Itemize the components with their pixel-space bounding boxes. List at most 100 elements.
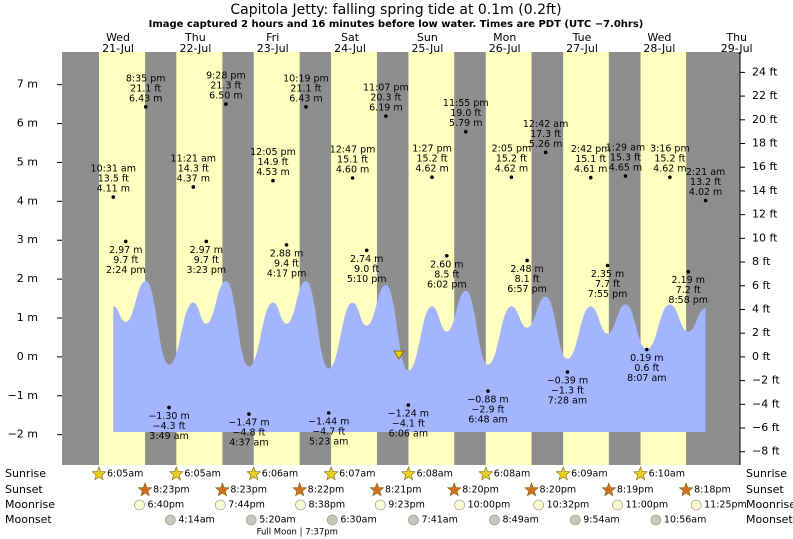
moonrise-time: 11:00pm (625, 500, 668, 511)
tide-ft-label: −4.8 ft (232, 428, 265, 439)
tide-point (364, 248, 369, 253)
sunset-time: 8:19pm (617, 485, 654, 496)
moonset-icon (408, 514, 419, 526)
y2-tick-label: 20 ft (752, 113, 778, 126)
tide-ft-label: 20.3 ft (370, 93, 401, 104)
tide-m-label: 5.79 m (449, 118, 482, 129)
tide-point (686, 269, 691, 274)
tide-ft-label: 8.5 ft (434, 269, 459, 280)
tide-time: 8:07 am (627, 373, 666, 384)
row-label: Sunrise (5, 467, 46, 480)
sunset-icon (678, 482, 694, 497)
day-name: Mon (493, 31, 516, 44)
y2-tick-label: 4 ft (752, 302, 771, 315)
tide-ft-label: 15.1 ft (337, 155, 368, 166)
tide-point (486, 389, 490, 393)
moonrise-time: 6:40pm (148, 500, 185, 511)
tide-point (703, 198, 708, 203)
day-name: Thu (725, 31, 747, 44)
tide-time: 2:05 pm (492, 144, 532, 155)
tide-ft-label: 7.2 ft (676, 285, 701, 296)
sunrise-icon (91, 466, 107, 481)
row-label: Moonrise (5, 498, 55, 511)
moonset-icon (569, 514, 581, 526)
tide-point (623, 174, 628, 178)
y2-tick-label: 0 ft (752, 350, 771, 363)
tide-time: 1:27 pm (412, 144, 452, 155)
tide-ft-label: 9.7 ft (194, 255, 219, 266)
tide-m-label: 4.11 m (97, 184, 130, 195)
tide-m-label: −1.47 m (228, 418, 269, 429)
tide-time: 2:42 pm (571, 144, 611, 155)
tide-ft-label: 21.1 ft (130, 83, 161, 94)
tide-point (565, 370, 570, 374)
tide-time: 5:23 am (309, 436, 348, 447)
day-name: Wed (106, 31, 130, 44)
now-marker (393, 350, 405, 360)
sunrise-icon (633, 466, 649, 481)
tide-time: 9:28 pm (206, 71, 246, 82)
tide-point (284, 243, 289, 247)
moonset-time: 10:56am (664, 515, 706, 526)
sunrise-icon (246, 466, 262, 481)
tide-m-label: 6.43 m (129, 93, 162, 104)
tide-point (543, 150, 548, 155)
moonrise-icon (533, 499, 544, 511)
tide-ft-label: −4.1 ft (392, 419, 425, 430)
row-label: Moonset (746, 513, 793, 526)
tide-point (304, 105, 308, 109)
tide-m-label: 2.35 m (591, 269, 624, 280)
tide-ft-label: 14.9 ft (257, 157, 288, 168)
day-date: 27-Jul (566, 42, 598, 55)
tide-point (430, 175, 434, 180)
moonrise-time: 7:44pm (228, 500, 265, 511)
tide-m-label: −0.88 m (467, 395, 508, 406)
tide-ft-label: 0.6 ft (634, 363, 659, 374)
sunrise-icon (478, 466, 494, 481)
sunset-icon (446, 482, 462, 497)
tide-point (588, 175, 593, 180)
sunrise-time: 6:05am (184, 469, 220, 480)
chart-subtitle: Image captured 2 hours and 16 minutes be… (149, 19, 644, 30)
tide-time: 3:16 pm (650, 144, 690, 155)
sunrise-time: 6:08am (494, 469, 530, 480)
tide-ft-label: 9.4 ft (274, 258, 299, 269)
tide-time: 11:07 pm (363, 83, 409, 94)
moonset-icon (489, 514, 500, 526)
tide-point (645, 347, 649, 352)
tide-ft-label: 21.1 ft (290, 83, 321, 94)
tide-m-label: 4.53 m (256, 167, 289, 178)
y-tick-label: −1 m (8, 389, 38, 402)
y-tick-label: 6 m (17, 117, 38, 130)
moonset-time: 6:30am (340, 515, 376, 526)
tide-point (143, 105, 148, 109)
tide-time: 11:55 pm (443, 98, 489, 109)
moonrise-icon (454, 499, 465, 511)
moon-phase: Full Moon | 7:37pm (257, 528, 338, 538)
tide-m-label: 6.19 m (369, 103, 402, 114)
day-name: Tue (572, 31, 592, 44)
sunset-icon (292, 482, 308, 497)
tide-point (605, 263, 610, 268)
tide-ft-label: −4.7 ft (312, 426, 345, 437)
day-name: Fri (266, 31, 279, 44)
tide-ft-label: 15.1 ft (575, 154, 606, 165)
tide-point (204, 239, 209, 244)
tide-m-label: 6.43 m (289, 93, 322, 104)
tide-point (509, 175, 514, 180)
sunrise-icon (323, 466, 339, 481)
y2-tick-label: −2 ft (752, 374, 780, 387)
row-label: Sunset (746, 483, 784, 496)
day-date: 25-Jul (411, 42, 443, 55)
day-name: Sun (417, 31, 438, 44)
y2-tick-label: 6 ft (752, 279, 771, 292)
tide-ft-label: 14.3 ft (178, 163, 209, 174)
tide-m-label: 5.26 m (529, 139, 562, 150)
sunset-icon (524, 482, 540, 497)
sunset-time: 8:20pm (540, 485, 577, 496)
sunrise-time: 6:05am (107, 469, 143, 480)
chart-title: Capitola Jetty: falling spring tide at 0… (230, 2, 561, 18)
tide-point (384, 114, 388, 118)
y-tick-label: −2 m (8, 428, 38, 441)
